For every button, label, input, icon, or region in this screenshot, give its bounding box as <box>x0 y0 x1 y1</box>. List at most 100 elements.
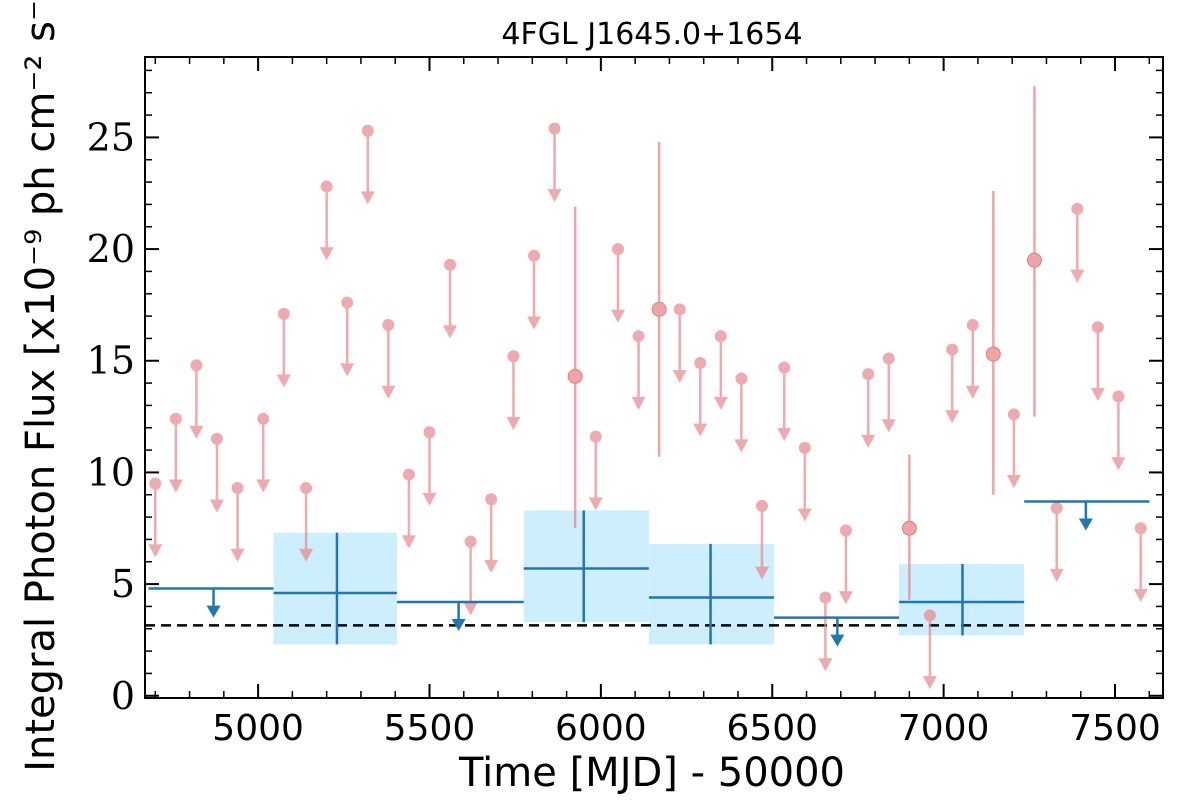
fine-detection <box>901 454 917 600</box>
fine-upper-limit-marker <box>149 477 162 490</box>
fine-upper-limit <box>168 412 183 493</box>
coarse-detection <box>523 510 649 623</box>
fine-upper-limit <box>1070 202 1085 283</box>
fine-upper-limit-marker <box>210 432 223 445</box>
fine-upper-limit-marker <box>190 359 203 372</box>
fine-upper-limit-marker <box>839 524 852 537</box>
fine-detection-marker <box>567 368 583 384</box>
fine-upper-limit-arrowhead <box>777 428 792 442</box>
fine-detection <box>985 191 1001 495</box>
fine-upper-limit <box>754 499 769 580</box>
fine-upper-limit <box>148 477 163 558</box>
plot-frame <box>144 56 1164 699</box>
fine-upper-limit <box>360 124 375 205</box>
fine-upper-limit-marker <box>485 493 498 506</box>
fine-upper-limit-marker <box>882 352 895 365</box>
fine-upper-limit-arrowhead <box>547 189 562 203</box>
fine-upper-limit-arrowhead <box>881 419 896 433</box>
fine-upper-limit-marker <box>862 368 875 381</box>
fine-detection <box>1026 86 1042 417</box>
fine-upper-limit-marker <box>1071 202 1084 215</box>
fine-upper-limit <box>734 372 749 453</box>
fine-upper-limit-marker <box>673 303 686 316</box>
fine-upper-limit <box>547 122 562 203</box>
fine-upper-limit-marker <box>755 499 768 512</box>
fine-upper-limit-arrowhead <box>611 309 626 323</box>
fine-detection-marker <box>651 301 667 317</box>
fine-upper-limit-arrowhead <box>797 508 812 522</box>
fine-upper-limit-arrowhead <box>189 425 204 439</box>
fine-upper-limit-marker <box>231 482 244 495</box>
fine-upper-limit-marker <box>548 122 561 135</box>
coarse-error-band <box>523 510 649 623</box>
fine-upper-limit <box>276 307 291 388</box>
fine-upper-limit-arrowhead <box>861 434 876 448</box>
fine-upper-limit-marker <box>444 258 457 271</box>
fine-upper-limit <box>484 493 499 573</box>
fine-upper-limit-arrowhead <box>148 544 163 558</box>
fine-upper-limit-marker <box>382 319 395 332</box>
fine-upper-limit <box>209 432 224 513</box>
fine-upper-limit-arrowhead <box>1111 457 1126 471</box>
y-tick-label: 5 <box>111 562 135 606</box>
y-tick-label: 10 <box>87 450 135 494</box>
fine-upper-limit-arrowhead <box>209 499 224 513</box>
x-tick-label: 7500 <box>1069 708 1161 749</box>
fine-upper-limit-marker <box>714 330 727 343</box>
fine-upper-limit <box>965 319 980 399</box>
fine-upper-limit <box>797 441 812 522</box>
fine-upper-limit <box>672 303 687 384</box>
fine-upper-limit-marker <box>300 482 313 495</box>
fine-upper-limit-arrowhead <box>463 602 478 616</box>
fine-upper-limit-arrowhead <box>1090 387 1105 401</box>
fine-upper-limit-marker <box>1134 522 1147 535</box>
fine-upper-limit <box>693 356 708 437</box>
fine-upper-limit-arrowhead <box>381 385 396 399</box>
fine-upper-limit-arrowhead <box>340 363 355 377</box>
coarse-upper-limit <box>773 616 900 647</box>
fine-detection <box>567 206 583 529</box>
fine-upper-limit-marker <box>277 307 290 320</box>
fine-upper-limit-arrowhead <box>299 548 314 562</box>
fine-upper-limit-arrowhead <box>672 370 687 384</box>
fine-upper-limit-arrowhead <box>713 396 728 410</box>
fine-upper-limit-marker <box>341 296 354 309</box>
fine-upper-limit <box>1006 408 1021 489</box>
fine-detection <box>651 141 667 457</box>
y-axis-label: Integral Photon Flux [x10⁻⁹ ph cm⁻² s⁻¹] <box>18 0 64 772</box>
y-tick-label: 25 <box>87 115 135 159</box>
x-tick-label: 5000 <box>212 708 304 749</box>
fine-upper-limit <box>881 352 896 433</box>
fine-upper-limit <box>713 330 728 410</box>
fine-upper-limit-arrowhead <box>422 492 437 506</box>
fine-upper-limit-arrowhead <box>945 410 960 424</box>
fine-upper-limit-arrowhead <box>838 591 853 605</box>
fine-upper-limit-arrowhead <box>631 396 646 410</box>
fine-upper-limit-arrowhead <box>401 535 416 549</box>
fine-upper-limit <box>588 430 603 511</box>
fine-upper-limit-marker <box>1091 321 1104 334</box>
fine-upper-limit-arrowhead <box>230 548 245 562</box>
fine-upper-limit-marker <box>612 243 625 256</box>
fine-upper-limit <box>861 368 876 448</box>
fine-upper-limit-arrowhead <box>484 559 499 573</box>
fine-upper-limit-arrowhead <box>754 566 769 580</box>
coarse-detection <box>648 543 774 645</box>
fine-upper-limit-marker <box>320 180 333 193</box>
fine-upper-limit <box>818 591 833 672</box>
fine-upper-limit-arrowhead <box>734 439 749 453</box>
fine-upper-limit <box>631 330 646 410</box>
fine-upper-limit-marker <box>778 361 791 374</box>
fine-upper-limit <box>1049 502 1064 582</box>
x-tick-label: 7000 <box>898 708 990 749</box>
y-tick-label: 15 <box>87 339 135 383</box>
fine-upper-limit <box>443 258 458 339</box>
fine-upper-limit <box>381 319 396 399</box>
fine-upper-limit <box>611 243 626 323</box>
fine-upper-limit-arrowhead <box>276 374 291 388</box>
fine-detection-marker <box>985 346 1001 362</box>
coarse-error-band <box>273 532 397 645</box>
fine-upper-limit <box>838 524 853 605</box>
fine-upper-limit-marker <box>169 412 182 425</box>
chart-title: 4FGL J1645.0+1654 <box>501 17 802 52</box>
